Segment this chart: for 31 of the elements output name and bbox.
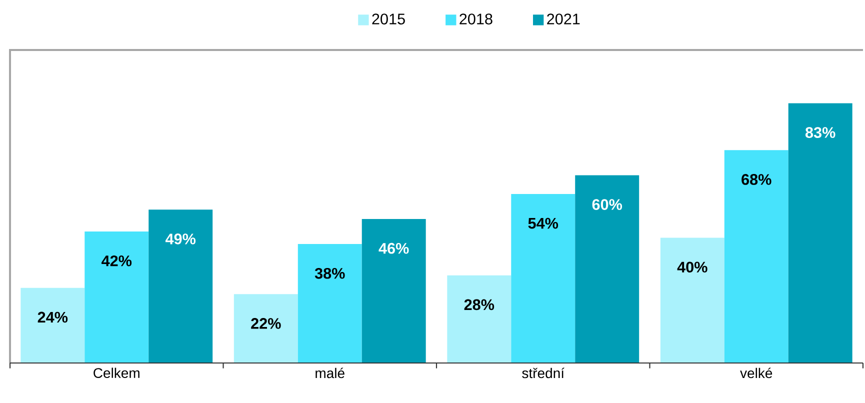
- bar: [148, 210, 213, 363]
- bar: [724, 150, 788, 363]
- data-label: 38%: [314, 268, 345, 279]
- x-tick-label: malé: [316, 368, 344, 378]
- legend-label: 2015: [372, 14, 405, 24]
- data-label: 46%: [378, 242, 409, 254]
- bar: [447, 275, 512, 363]
- bar: [20, 288, 85, 363]
- bar: [234, 294, 298, 363]
- data-label: 60%: [592, 199, 622, 210]
- data-label: 24%: [38, 312, 68, 323]
- data-label: 22%: [251, 318, 281, 329]
- x-tick-label: velké: [740, 368, 772, 378]
- bar: [660, 238, 724, 363]
- bar: [511, 194, 576, 363]
- legend-label: 2021: [547, 14, 580, 24]
- data-label: 42%: [102, 255, 132, 266]
- data-label: 68%: [742, 174, 772, 185]
- x-tick-label: střední: [522, 368, 564, 378]
- bar: [788, 103, 852, 363]
- data-label: 54%: [528, 218, 558, 229]
- data-label: 83%: [805, 127, 836, 138]
- data-label: 40%: [677, 262, 708, 273]
- bar: [298, 244, 362, 363]
- bar: [362, 219, 426, 363]
- data-label: 49%: [165, 234, 196, 244]
- bar: [84, 232, 149, 363]
- data-label: 28%: [464, 299, 494, 310]
- x-tick-label: Celkem: [94, 368, 140, 378]
- legend-label: 2018: [460, 14, 492, 24]
- bar: [575, 175, 640, 363]
